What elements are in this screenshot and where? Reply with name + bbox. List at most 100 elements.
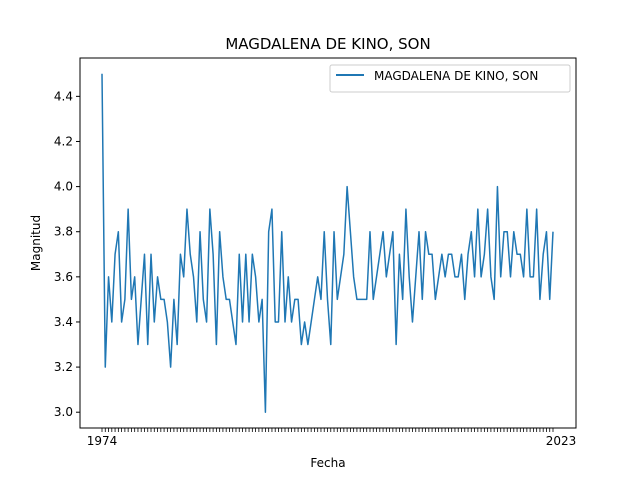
data-point xyxy=(552,231,554,233)
y-tick-label: 3.6 xyxy=(54,270,73,284)
data-point xyxy=(464,298,466,300)
data-point xyxy=(490,276,492,278)
data-point xyxy=(366,298,368,300)
data-point xyxy=(434,298,436,300)
data-point xyxy=(251,253,253,255)
data-point xyxy=(258,321,260,323)
data-point xyxy=(405,208,407,210)
y-tick-label: 4.0 xyxy=(54,180,73,194)
y-tick-label: 4.2 xyxy=(54,134,73,148)
y-tick-label: 3.0 xyxy=(54,405,73,419)
data-point xyxy=(359,298,361,300)
data-point xyxy=(529,276,531,278)
data-point xyxy=(170,366,172,368)
data-point xyxy=(140,298,142,300)
data-point xyxy=(245,253,247,255)
data-point xyxy=(281,231,283,233)
data-point xyxy=(137,344,139,346)
x-tick-label-last: 2023 xyxy=(546,434,577,448)
data-point xyxy=(255,276,257,278)
data-point xyxy=(222,276,224,278)
data-point xyxy=(248,321,250,323)
chart-title: MAGDALENA DE KINO, SON xyxy=(225,35,430,53)
data-point xyxy=(500,276,502,278)
data-point xyxy=(163,298,165,300)
data-point xyxy=(519,253,521,255)
data-point xyxy=(379,253,381,255)
x-axis-label: Fecha xyxy=(310,456,345,470)
data-point xyxy=(261,298,263,300)
data-point xyxy=(376,276,378,278)
data-point xyxy=(444,276,446,278)
data-point xyxy=(415,276,417,278)
data-point xyxy=(130,298,132,300)
data-point xyxy=(408,276,410,278)
data-point xyxy=(317,276,319,278)
data-point xyxy=(372,298,374,300)
series-line xyxy=(101,73,554,413)
data-point xyxy=(496,186,498,188)
data-point xyxy=(447,253,449,255)
data-point xyxy=(460,253,462,255)
y-tick-label: 4.4 xyxy=(54,89,73,103)
data-point xyxy=(362,298,364,300)
data-point xyxy=(297,298,299,300)
data-point xyxy=(173,298,175,300)
data-point xyxy=(346,186,348,188)
data-point xyxy=(369,231,371,233)
data-point xyxy=(268,231,270,233)
data-point xyxy=(202,298,204,300)
data-point xyxy=(179,253,181,255)
data-point xyxy=(336,298,338,300)
data-point xyxy=(111,321,113,323)
data-point xyxy=(513,231,515,233)
data-point xyxy=(320,298,322,300)
y-tick-label: 3.8 xyxy=(54,225,73,239)
data-point xyxy=(441,253,443,255)
data-point xyxy=(474,276,476,278)
data-point xyxy=(183,276,185,278)
data-point xyxy=(503,231,505,233)
data-point xyxy=(143,253,145,255)
data-point xyxy=(483,253,485,255)
data-point xyxy=(228,298,230,300)
data-point xyxy=(506,231,508,233)
data-point xyxy=(467,253,469,255)
data-point xyxy=(304,321,306,323)
y-tick-label: 3.4 xyxy=(54,315,73,329)
data-point xyxy=(549,298,551,300)
data-point xyxy=(219,231,221,233)
data-point xyxy=(108,276,110,278)
data-point xyxy=(425,231,427,233)
data-point xyxy=(206,321,208,323)
data-point xyxy=(353,276,355,278)
data-point xyxy=(454,276,456,278)
data-point xyxy=(477,208,479,210)
data-point xyxy=(124,298,126,300)
data-point xyxy=(356,298,358,300)
data-point xyxy=(323,231,325,233)
data-point xyxy=(382,231,384,233)
data-point xyxy=(398,253,400,255)
data-point xyxy=(493,298,495,300)
data-point xyxy=(212,253,214,255)
data-point xyxy=(526,208,528,210)
data-point xyxy=(166,321,168,323)
data-point xyxy=(291,321,293,323)
data-point xyxy=(411,321,413,323)
data-point xyxy=(545,231,547,233)
data-point xyxy=(284,321,286,323)
data-point xyxy=(196,321,198,323)
data-point xyxy=(121,321,123,323)
x-tick-label-first: 1974 xyxy=(87,434,118,448)
data-point xyxy=(532,276,534,278)
data-point xyxy=(389,253,391,255)
y-axis: 3.0 3.2 3.4 3.6 3.8 4.0 4.2 4.4 xyxy=(54,89,80,419)
data-point xyxy=(209,208,211,210)
data-point xyxy=(392,231,394,233)
data-point xyxy=(402,298,404,300)
data-point xyxy=(418,231,420,233)
data-point xyxy=(457,276,459,278)
axes-frame xyxy=(79,57,577,429)
